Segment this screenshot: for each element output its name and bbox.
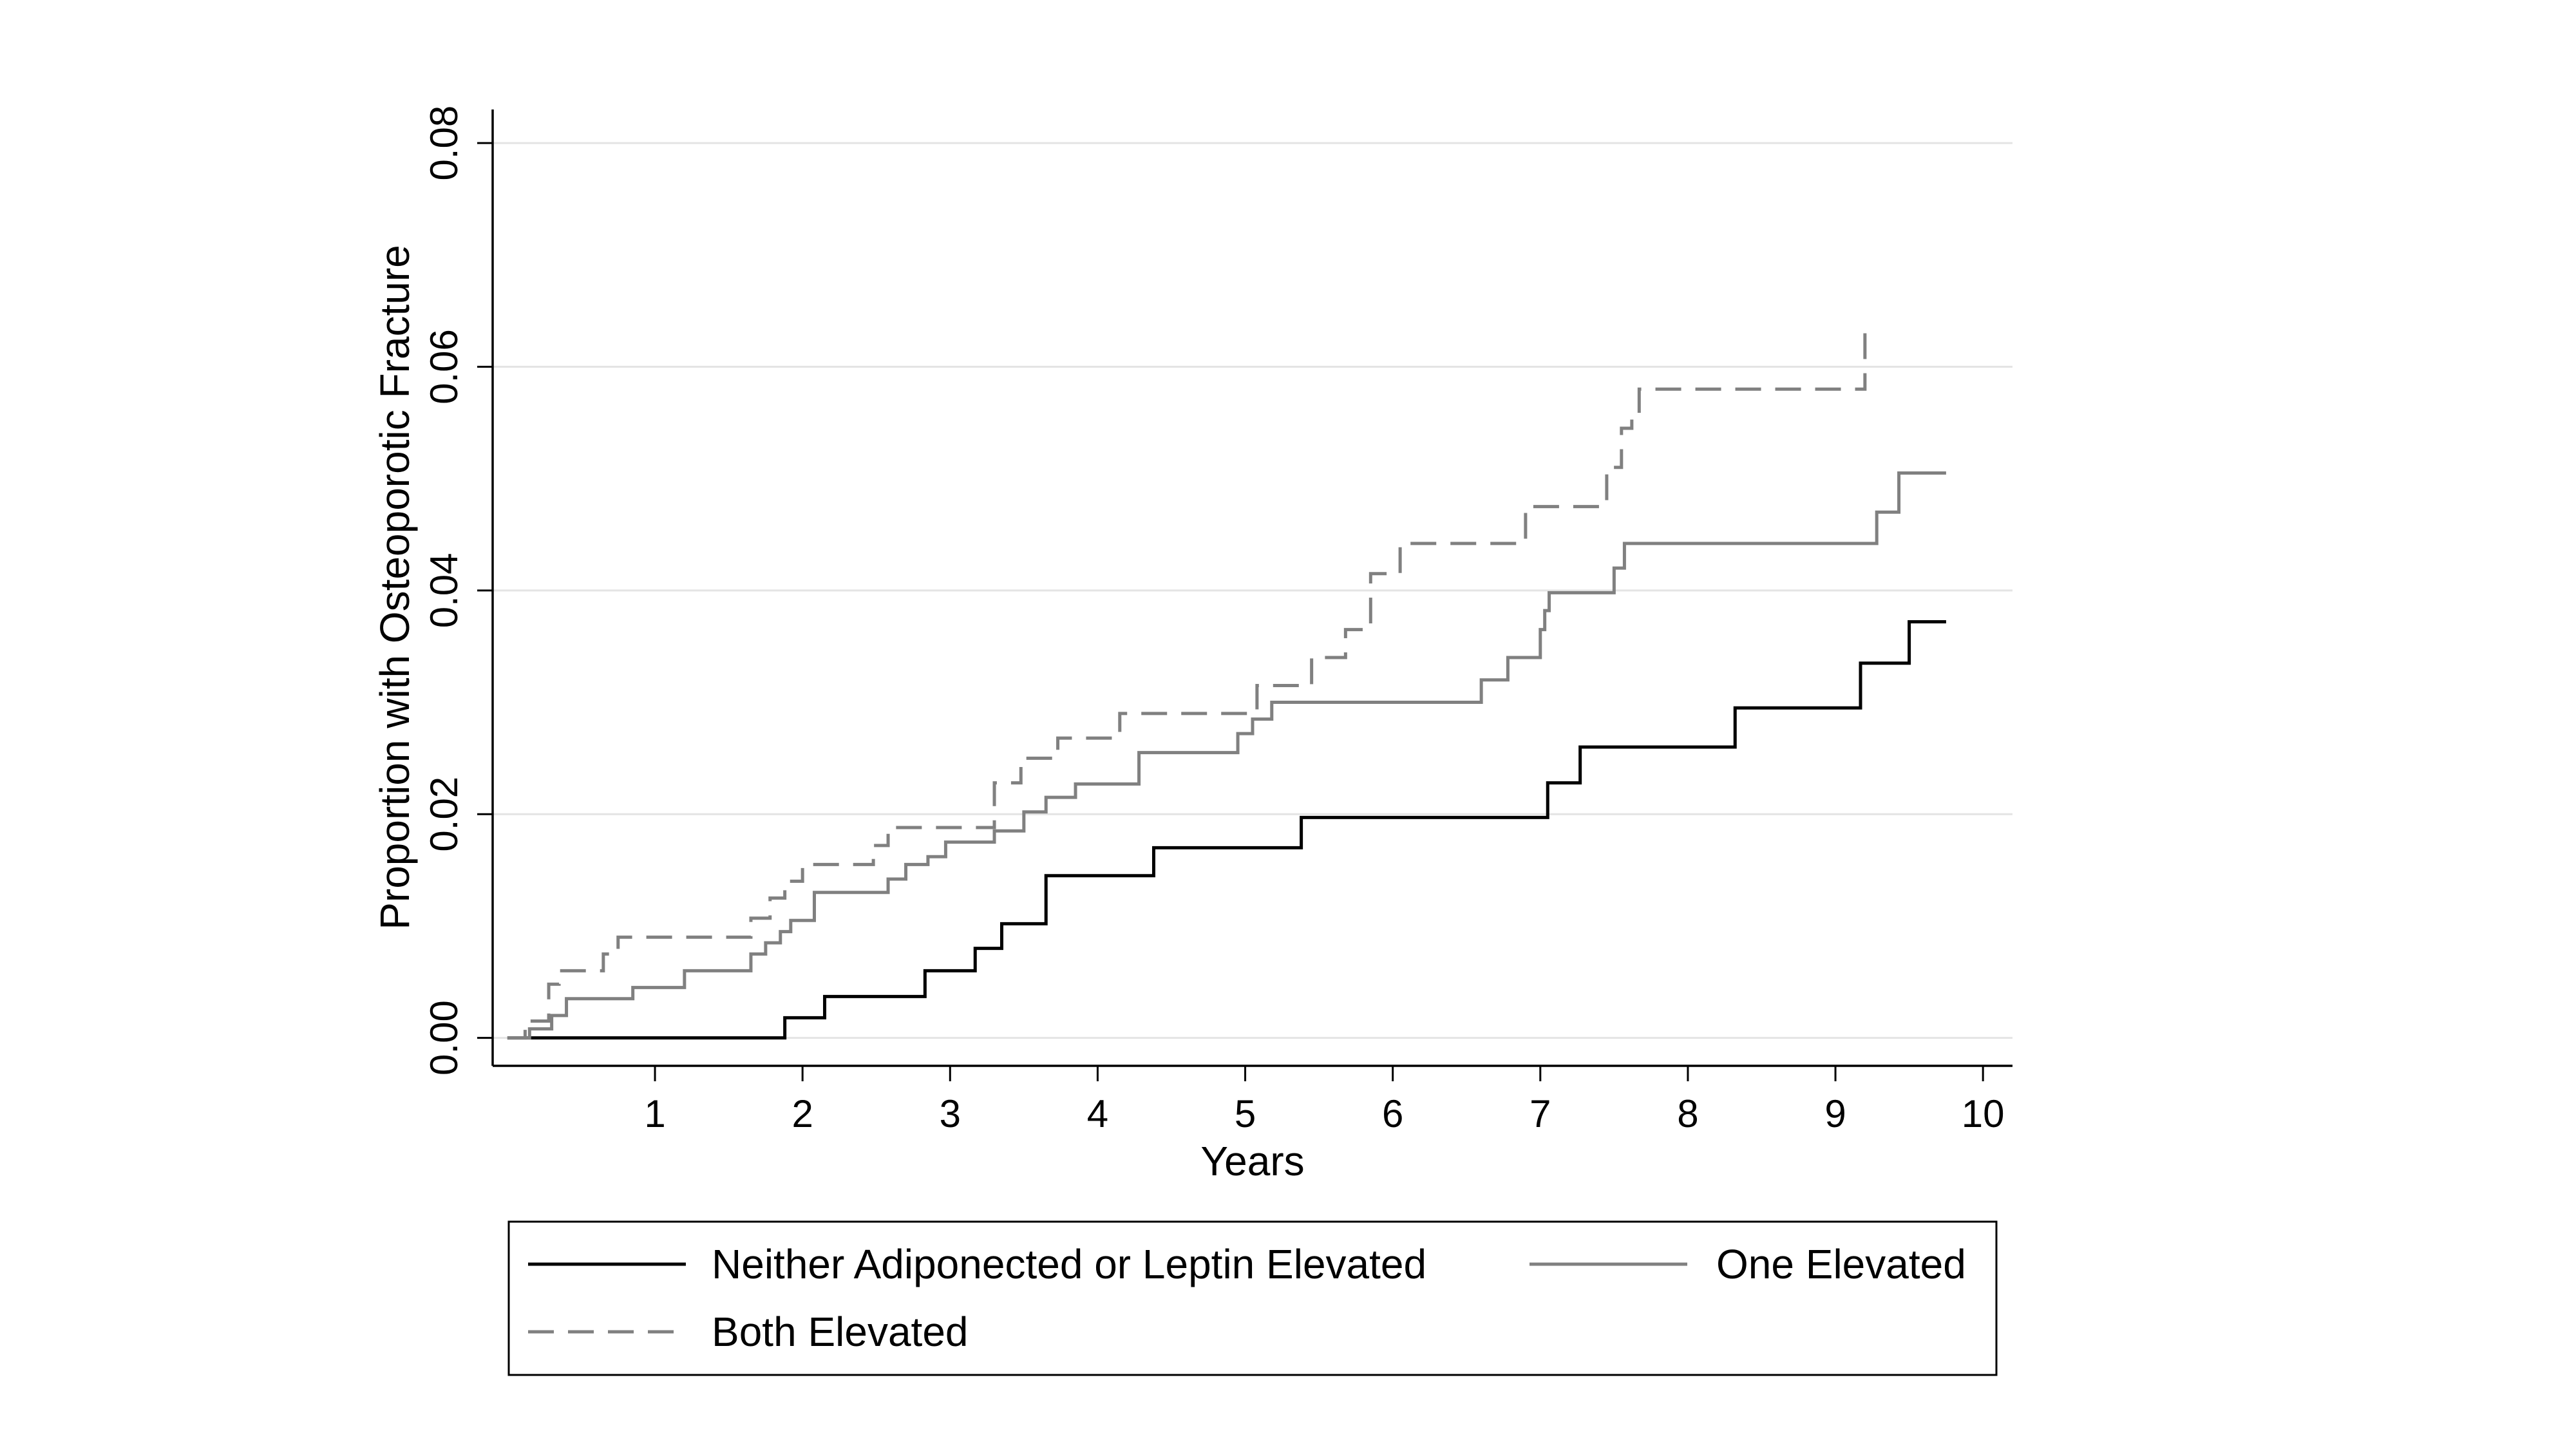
legend-box — [507, 1220, 1998, 1376]
series-line-1 — [507, 471, 1946, 1040]
y-tick-label-1: 0.02 — [422, 777, 466, 852]
x-tick-label-5: 6 — [1382, 1092, 1403, 1135]
y-tick-label-4: 0.08 — [422, 106, 466, 181]
y-axis-title: Proportion with Osteoporotic Fracture — [372, 245, 418, 930]
x-tick-label-8: 9 — [1824, 1092, 1846, 1135]
x-tick-label-6: 7 — [1530, 1092, 1551, 1135]
x-tick-label-4: 5 — [1235, 1092, 1256, 1135]
x-tick-label-0: 1 — [644, 1092, 665, 1135]
legend-label-one-elevated: One Elevated — [1716, 1241, 1966, 1287]
x-tick-label-7: 8 — [1677, 1092, 1698, 1135]
series-line-0 — [507, 620, 1946, 1040]
gridlines — [493, 142, 2012, 1039]
x-axis-title: Years — [1200, 1138, 1304, 1184]
x-tick-label-3: 4 — [1087, 1092, 1108, 1135]
x-tick-label-2: 3 — [940, 1092, 961, 1135]
y-tick-label-3: 0.06 — [422, 329, 466, 404]
y-tick-label-2: 0.04 — [422, 553, 466, 628]
legend-label-both-elevated: Both Elevated — [712, 1309, 969, 1355]
x-tick-label-1: 2 — [791, 1092, 813, 1135]
legend-label-neither: Neither Adiponected or Leptin Elevated — [712, 1241, 1426, 1287]
series-line-2 — [507, 327, 1867, 1040]
plot-series — [507, 327, 1946, 1040]
axis-ticks: 1 2 3 4 5 6 7 8 9 10 0.00 0.02 0.04 0.06 0.08 — [422, 106, 2005, 1135]
y-tick-label-0: 0.00 — [422, 1000, 466, 1075]
x-tick-label-9: 10 — [1962, 1092, 2005, 1135]
legend: Neither Adiponected or Leptin Elevated O… — [507, 1220, 1998, 1376]
